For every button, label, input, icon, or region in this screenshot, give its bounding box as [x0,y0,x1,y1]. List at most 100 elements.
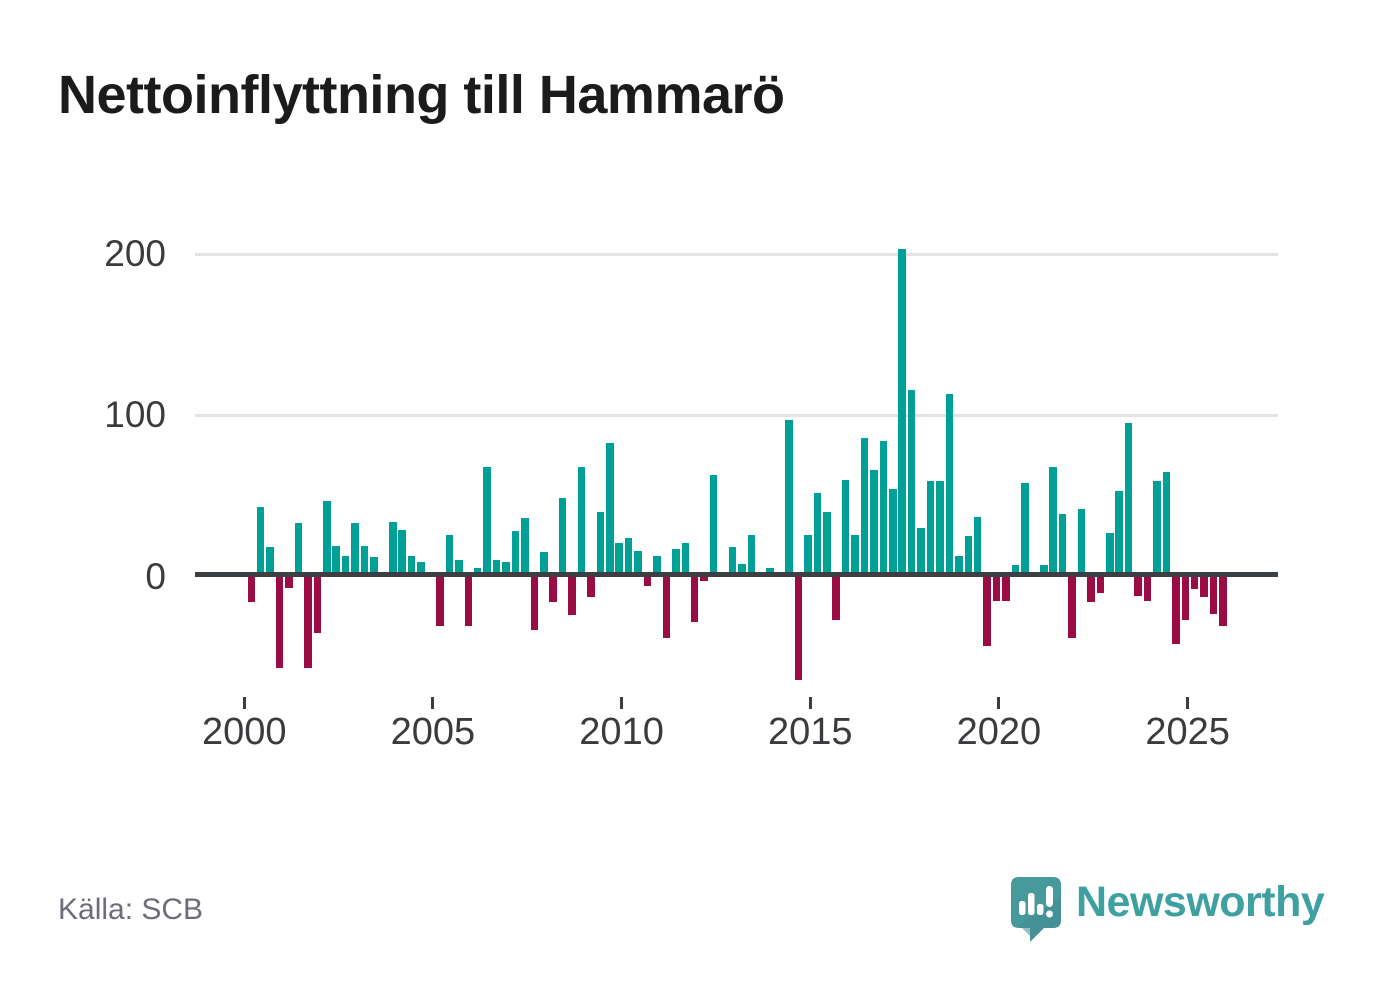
newsworthy-wordmark: Newsworthy [1076,878,1325,926]
bar-2011-Q3 [681,542,689,577]
bar-2024-Q3 [1172,576,1180,645]
bar-2001-Q1 [285,576,293,588]
bar-2015-Q1 [813,492,822,577]
bar-2011-Q2 [672,549,680,577]
bar-2007-Q4 [540,552,548,577]
x-axis-tick-mark [620,697,624,709]
bar-2021-Q4 [1068,576,1076,638]
bar-2000-Q4 [275,576,284,669]
bar-2019-Q2 [973,516,982,577]
bar-2010-Q2 [634,550,642,577]
y-axis-tick-label: 100 [104,394,166,436]
bar-2025-Q1 [1190,576,1199,590]
newsworthy-speech-bubble-chart-icon [1011,877,1061,942]
bar-2018-Q4 [955,555,963,577]
bar-2001-Q4 [313,576,322,633]
bar-2010-Q1 [624,537,633,577]
gridline-y100 [195,413,1278,417]
bar-2000-Q1 [247,576,256,603]
bar-2007-Q3 [530,576,539,630]
bar-2023-Q4 [1143,576,1152,601]
bar-2008-Q3 [568,576,576,616]
bar-2024-Q1 [1153,481,1161,577]
bar-2023-Q2 [1124,423,1133,577]
bar-2020-Q2 [1011,565,1020,577]
bar-2019-Q4 [992,576,1001,601]
bar-2006-Q4 [502,561,510,577]
bar-2023-Q3 [1134,576,1142,596]
bar-2012-Q4 [728,547,737,577]
bar-2025-Q3 [1209,576,1218,614]
bar-2010-Q4 [653,555,661,577]
bar-2014-Q2 [785,420,793,577]
bar-2012-Q2 [709,474,718,577]
zero-axis-line [195,571,1278,577]
bar-2019-Q3 [983,576,991,646]
bar-2001-Q3 [304,576,312,669]
bar-2022-Q4 [1106,532,1114,577]
bar-2002-Q2 [332,545,340,577]
bar-2011-Q1 [662,576,671,638]
bar-2007-Q1 [511,531,520,577]
bar-2025-Q4 [1219,576,1227,627]
gridline-y200 [195,252,1278,256]
bar-2016-Q3 [870,470,878,577]
bar-2018-Q3 [945,394,954,577]
bar-2013-Q1 [738,563,746,577]
bar-2011-Q4 [690,576,699,622]
bar-2008-Q1 [549,576,557,603]
bar-2016-Q4 [879,441,888,577]
bar-2008-Q2 [558,497,567,577]
bar-2015-Q2 [823,512,831,577]
bar-2024-Q4 [1181,576,1190,621]
bar-2016-Q2 [860,437,869,577]
bar-2006-Q2 [483,466,491,577]
bar-2003-Q4 [389,521,397,577]
bar-2017-Q1 [889,489,897,577]
bar-2009-Q4 [615,542,623,577]
bar-2008-Q4 [577,466,586,577]
bar-2009-Q1 [587,576,595,598]
bar-2020-Q1 [1002,576,1010,601]
bar-2022-Q1 [1077,508,1086,577]
x-axis-tick-label: 2010 [579,711,664,753]
x-axis-tick-mark [431,697,435,709]
bar-2004-Q3 [417,561,425,577]
bar-2000-Q2 [256,507,265,577]
bar-2002-Q4 [351,523,359,577]
source-note: Källa: SCB [58,893,204,926]
bar-2021-Q3 [1058,513,1067,577]
bar-2021-Q2 [1049,466,1057,577]
bar-2005-Q1 [436,576,444,627]
bar-2003-Q2 [370,557,378,577]
x-axis-tick-label: 2000 [201,711,287,753]
y-axis-tick-label: 0 [145,555,166,597]
bar-2005-Q2 [445,534,454,577]
bar-2005-Q3 [455,560,463,577]
bar-2016-Q1 [851,534,859,577]
bar-2009-Q2 [596,512,605,577]
bar-2019-Q1 [964,536,973,577]
bar-2014-Q4 [804,534,812,577]
bar-2007-Q2 [521,518,529,577]
bar-2018-Q2 [936,481,944,577]
bar-2022-Q3 [1096,576,1105,593]
bar-2004-Q1 [398,529,406,577]
x-axis-tick-mark [808,697,812,709]
bar-2000-Q3 [266,547,274,577]
bar-2002-Q1 [323,500,331,577]
x-axis-tick-label: 2015 [767,711,853,753]
x-axis-tick-label: 2005 [390,711,476,753]
bar-2013-Q2 [747,534,756,577]
chart-title: Nettoinflyttning till Hammarö [58,65,785,125]
bar-2022-Q2 [1087,576,1095,603]
bar-2010-Q3 [643,576,652,587]
y-axis-tick-label: 200 [104,233,166,275]
bar-2003-Q1 [360,545,369,577]
bar-2012-Q1 [700,576,708,582]
bar-2002-Q3 [341,555,350,577]
bar-2023-Q1 [1115,491,1123,577]
bar-2017-Q4 [917,528,925,577]
x-axis-tick-mark [242,697,246,709]
